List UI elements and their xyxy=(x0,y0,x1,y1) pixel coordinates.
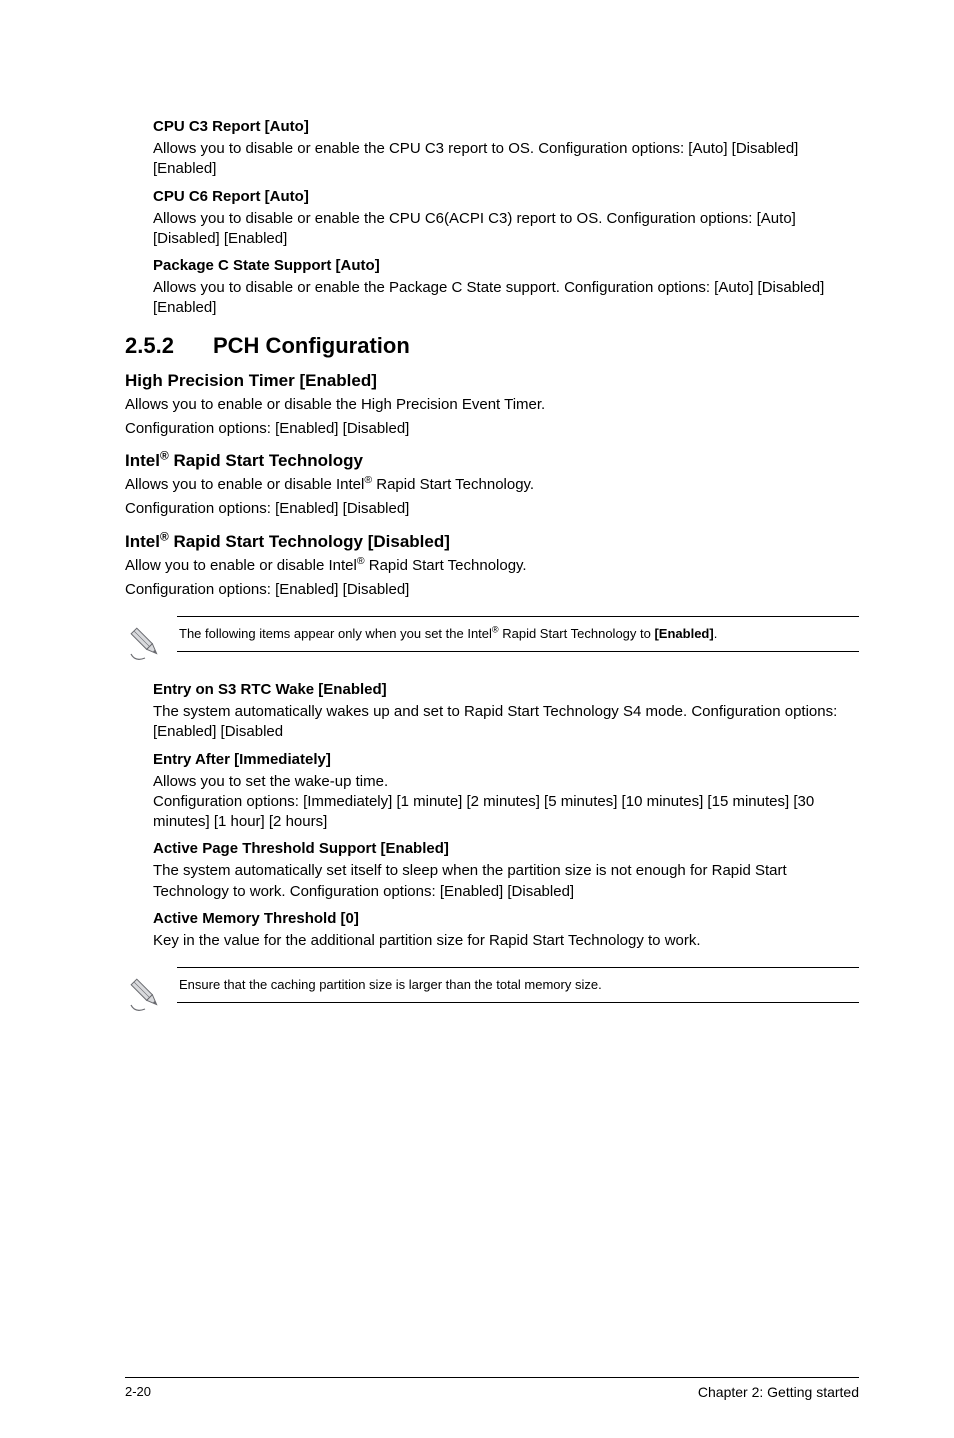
page-footer: 2-20 Chapter 2: Getting started xyxy=(125,1377,859,1400)
rst2-l1-post: Rapid Start Technology. xyxy=(365,557,527,574)
note1-post: Rapid Start Technology to xyxy=(499,626,655,641)
note1-bold: [Enabled] xyxy=(654,626,713,641)
note-2-content: Ensure that the caching partition size i… xyxy=(177,967,859,1003)
apt-title: Active Page Threshold Support [Enabled] xyxy=(153,840,859,857)
rst1-line2: Configuration options: [Enabled] [Disabl… xyxy=(125,499,859,519)
section-heading: 2.5.2 PCH Configuration xyxy=(125,333,859,359)
note1-tail: . xyxy=(714,626,718,641)
entry-after-title: Entry After [Immediately] xyxy=(153,751,859,768)
pencil-note-icon xyxy=(125,616,177,669)
rst1-title-pre: Intel xyxy=(125,451,160,470)
pkg-c-body: Allows you to disable or enable the Pack… xyxy=(153,278,859,319)
cpu-c3-title: CPU C3 Report [Auto] xyxy=(153,118,859,135)
hpt-line1: Allows you to enable or disable the High… xyxy=(125,395,859,415)
reg-mark: ® xyxy=(357,555,365,567)
section-title: PCH Configuration xyxy=(213,333,410,359)
rst2-title-pre: Intel xyxy=(125,532,160,551)
cpu-c3-body: Allows you to disable or enable the CPU … xyxy=(153,139,859,180)
rst2-title: Intel® Rapid Start Technology [Disabled] xyxy=(125,532,859,552)
cpu-c6-body: Allows you to disable or enable the CPU … xyxy=(153,209,859,250)
apt-body: The system automatically set itself to s… xyxy=(153,861,859,902)
rst1-l1-pre: Allows you to enable or disable Intel xyxy=(125,476,364,493)
rst1-title-post: Rapid Start Technology xyxy=(169,451,363,470)
page-number: 2-20 xyxy=(125,1384,151,1400)
cpu-c6-title: CPU C6 Report [Auto] xyxy=(153,188,859,205)
note1-pre: The following items appear only when you… xyxy=(179,626,492,641)
hpt-line2: Configuration options: [Enabled] [Disabl… xyxy=(125,419,859,439)
note-box-2: Ensure that the caching partition size i… xyxy=(125,967,859,1020)
rst2-title-post: Rapid Start Technology [Disabled] xyxy=(169,532,450,551)
rst2-l1-pre: Allow you to enable or disable Intel xyxy=(125,557,357,574)
rst1-title: Intel® Rapid Start Technology xyxy=(125,451,859,471)
rst2-line2: Configuration options: [Enabled] [Disabl… xyxy=(125,580,859,600)
reg-mark: ® xyxy=(492,625,499,635)
rst2-line1: Allow you to enable or disable Intel® Ra… xyxy=(125,556,859,576)
hpt-title: High Precision Timer [Enabled] xyxy=(125,371,859,391)
reg-mark: ® xyxy=(160,448,169,462)
entry-after-line1: Allows you to set the wake-up time. xyxy=(153,772,859,792)
pkg-c-title: Package C State Support [Auto] xyxy=(153,257,859,274)
reg-mark: ® xyxy=(160,529,169,543)
reg-mark: ® xyxy=(364,474,372,486)
rst1-l1-post: Rapid Start Technology. xyxy=(372,476,534,493)
entry-after-line2: Configuration options: [Immediately] [1 … xyxy=(153,792,859,833)
amt-body: Key in the value for the additional part… xyxy=(153,931,859,951)
rst1-line1: Allows you to enable or disable Intel® R… xyxy=(125,475,859,495)
pencil-note-icon xyxy=(125,967,177,1020)
amt-title: Active Memory Threshold [0] xyxy=(153,910,859,927)
chapter-label: Chapter 2: Getting started xyxy=(698,1384,859,1400)
entry-s3-body: The system automatically wakes up and se… xyxy=(153,702,859,743)
section-number: 2.5.2 xyxy=(125,333,213,359)
note-box-1: The following items appear only when you… xyxy=(125,616,859,669)
entry-s3-title: Entry on S3 RTC Wake [Enabled] xyxy=(153,681,859,698)
note-1-content: The following items appear only when you… xyxy=(177,616,859,652)
